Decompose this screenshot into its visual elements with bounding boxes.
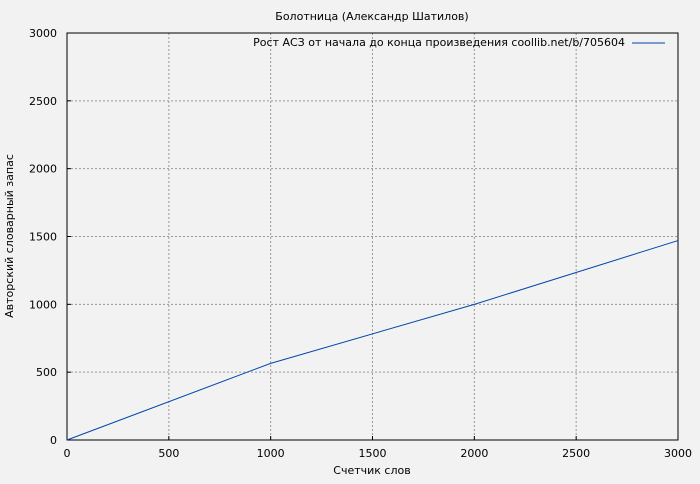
x-tick-label: 2000 bbox=[460, 447, 488, 460]
legend-label: Рост АСЗ от начала до конца произведения… bbox=[253, 36, 625, 49]
chart-title: Болотница (Александр Шатилов) bbox=[275, 10, 468, 23]
x-tick-label: 0 bbox=[64, 447, 71, 460]
series-line bbox=[66, 240, 679, 441]
y-axis-label: Авторский словарный запас bbox=[3, 154, 16, 318]
x-tick-label: 1500 bbox=[359, 447, 387, 460]
y-tick-label: 0 bbox=[50, 434, 57, 447]
y-tick-label: 2500 bbox=[29, 95, 57, 108]
x-tick-label: 2500 bbox=[562, 447, 590, 460]
y-tick-label: 3000 bbox=[29, 27, 57, 40]
x-tick-label: 1000 bbox=[257, 447, 285, 460]
x-axis-label: Счетчик слов bbox=[333, 464, 410, 477]
y-tick-label: 1500 bbox=[29, 231, 57, 244]
y-tick-label: 500 bbox=[36, 366, 57, 379]
legend: Рост АСЗ от начала до конца произведения… bbox=[253, 36, 665, 49]
y-tick-label: 1000 bbox=[29, 298, 57, 311]
y-tick-label: 2000 bbox=[29, 163, 57, 176]
x-tick-label: 500 bbox=[158, 447, 179, 460]
ticks: 0 500 1000 1500 2000 2500 3000 0 500 1000 1500 2000… bbox=[29, 27, 692, 460]
series bbox=[66, 240, 679, 441]
x-tick-label: 3000 bbox=[664, 447, 692, 460]
